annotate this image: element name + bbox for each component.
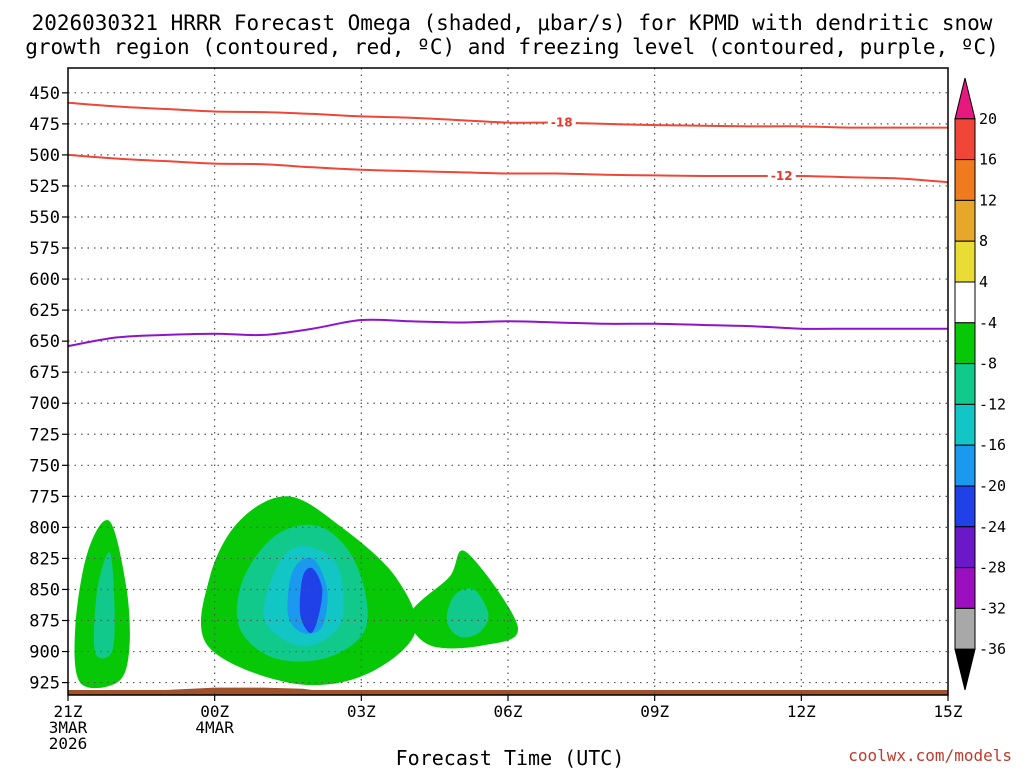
- colorbar: 20 16 12 8 4 -4 -8 -12 -16 -20 -24 -28 -32 -36: [954, 77, 1006, 691]
- colorbar-label-11: -28: [979, 559, 1006, 577]
- y-tick-label-900: 900: [29, 643, 60, 663]
- y-tick-label-775: 775: [29, 487, 60, 507]
- x-tick-label-00Z-2: 4MAR: [195, 718, 234, 737]
- colorbar-arrow-top: [954, 77, 976, 120]
- colorbar-label-4: 4: [979, 273, 988, 291]
- y-axis-ticks: 450 475 500 525 550 575 600 625 650 675 700 725 750 7…: [29, 84, 68, 694]
- colorbar-swatch-8: [954, 403, 976, 446]
- dgz-contour-1: [68, 153, 948, 184]
- colorbar-swatch-6: [954, 322, 976, 365]
- colorbar-swatch-10: [954, 485, 976, 528]
- x-tick-label-12Z-1: 12Z: [787, 702, 816, 721]
- y-tick-label-500: 500: [29, 146, 60, 166]
- y-tick-label-825: 825: [29, 549, 60, 569]
- chart-title-line-2: growth region (contoured, red, ºC) and f…: [25, 35, 999, 59]
- contour-layer: -18 -12: [68, 101, 948, 348]
- y-tick-label-600: 600: [29, 270, 60, 290]
- colorbar-swatch-13: [954, 607, 976, 650]
- y-tick-label-925: 925: [29, 674, 60, 694]
- y-tick-label-475: 475: [29, 115, 60, 135]
- dgz-contour-label-1: -12: [771, 169, 793, 183]
- colorbar-label-0: 20: [979, 110, 997, 128]
- colorbar-swatch-11: [954, 526, 976, 569]
- dgz-contour-0: [68, 101, 948, 129]
- x-tick-label-03Z-1: 03Z: [347, 702, 376, 721]
- colorbar-label-2: 12: [979, 191, 997, 209]
- chart-title-line-1: 2026030321 HRRR Forecast Omega (shaded, …: [32, 11, 993, 35]
- colorbar-label-10: -24: [979, 518, 1006, 536]
- colorbar-swatch-1: [954, 118, 976, 161]
- x-tick-label-06Z-1: 06Z: [494, 702, 523, 721]
- omega-shading-layer: [74, 496, 519, 689]
- freezing-level-contour: [68, 318, 948, 348]
- terrain-layer: [68, 687, 948, 695]
- dgz-contour-label-bg-0: [547, 114, 576, 131]
- y-tick-label-625: 625: [29, 301, 60, 321]
- colorbar-label-12: -32: [979, 599, 1006, 617]
- terrain-fill: [68, 687, 948, 695]
- colorbar-label-8: -16: [979, 436, 1006, 454]
- x-tick-label-15Z-1: 15Z: [934, 702, 963, 721]
- y-tick-label-450: 450: [29, 84, 60, 104]
- colorbar-swatch-2: [954, 159, 976, 201]
- omega-region-cell-1-inner: [93, 552, 115, 659]
- dgz-contour-label-bg-1: [767, 168, 796, 185]
- colorbar-label-13: -36: [979, 640, 1006, 658]
- y-tick-label-650: 650: [29, 332, 60, 352]
- colorbar-swatch-12: [954, 567, 976, 609]
- colorbar-swatch-4: [954, 240, 976, 283]
- y-tick-label-550: 550: [29, 208, 60, 228]
- colorbar-arrow-bottom: [954, 648, 976, 691]
- x-tick-label-09Z-1: 09Z: [640, 702, 669, 721]
- colorbar-swatch-7: [954, 363, 976, 405]
- y-tick-label-800: 800: [29, 518, 60, 538]
- x-tick-label-21Z-2: 3MAR: [49, 718, 88, 737]
- x-tick-label-00Z-1: 00Z: [200, 702, 229, 721]
- colorbar-swatch-9: [954, 444, 976, 487]
- y-tick-label-725: 725: [29, 425, 60, 445]
- omega-region-cell-2-core-b: [299, 567, 323, 634]
- y-tick-label-700: 700: [29, 394, 60, 414]
- colorbar-label-6: -8: [979, 355, 997, 373]
- colorbar-label-9: -20: [979, 477, 1006, 495]
- colorbar-swatch-3: [954, 199, 976, 242]
- colorbar-label-7: -12: [979, 395, 1006, 413]
- y-tick-label-525: 525: [29, 177, 60, 197]
- credit-text: coolwx.com/models: [848, 746, 1012, 765]
- y-tick-label-575: 575: [29, 239, 60, 259]
- x-axis-label: Forecast Time (UTC): [396, 746, 625, 768]
- colorbar-label-5: -4: [979, 314, 997, 332]
- colorbar-label-1: 16: [979, 151, 997, 169]
- dgz-contour-label-0: -18: [551, 116, 573, 130]
- colorbar-label-3: 8: [979, 232, 988, 250]
- y-tick-label-675: 675: [29, 363, 60, 383]
- x-tick-label-21Z-1: 21Z: [54, 702, 83, 721]
- y-tick-label-750: 750: [29, 456, 60, 476]
- colorbar-swatch-5: [954, 281, 976, 324]
- omega-region-cell-3-inner: [446, 588, 489, 638]
- y-tick-label-875: 875: [29, 612, 60, 632]
- y-tick-label-850: 850: [29, 580, 60, 600]
- x-tick-label-21Z-3: 2026: [49, 734, 88, 753]
